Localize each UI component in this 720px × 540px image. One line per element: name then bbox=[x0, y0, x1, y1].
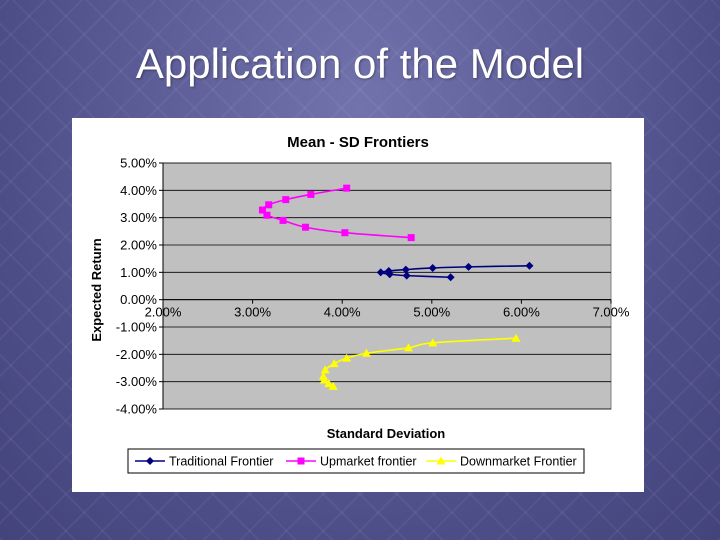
y-axis-title: Expected Return bbox=[89, 238, 104, 341]
legend-label: Traditional Frontier bbox=[169, 455, 273, 469]
data-point bbox=[279, 216, 287, 224]
legend-marker bbox=[146, 457, 154, 465]
legend-label: Downmarket Frontier bbox=[460, 455, 577, 469]
data-point bbox=[384, 266, 393, 275]
y-tick-label: -3.00% bbox=[116, 374, 158, 389]
data-point bbox=[307, 190, 315, 198]
data-point bbox=[428, 338, 438, 347]
chart-title: Mean - SD Frontiers bbox=[287, 134, 429, 151]
data-point bbox=[404, 343, 414, 352]
data-point bbox=[361, 348, 371, 357]
y-tick-label: 0.00% bbox=[120, 292, 157, 307]
y-tick-label: -4.00% bbox=[116, 402, 158, 417]
plot-area bbox=[162, 162, 612, 410]
data-point bbox=[511, 333, 521, 342]
data-point bbox=[282, 196, 290, 204]
data-point bbox=[343, 184, 351, 192]
x-tick-label: 2.00% bbox=[145, 305, 182, 320]
legend-marker bbox=[436, 456, 446, 465]
data-point bbox=[341, 229, 349, 237]
data-point bbox=[401, 265, 410, 274]
data-point bbox=[320, 365, 330, 374]
slide-title: Application of the Model bbox=[135, 40, 585, 87]
data-point bbox=[342, 353, 352, 362]
x-tick-label: 3.00% bbox=[234, 305, 271, 320]
x-tick-label: 7.00% bbox=[593, 305, 630, 320]
y-tick-label: 5.00% bbox=[120, 156, 157, 171]
legend: Traditional Frontier Upmarket frontier Dow… bbox=[127, 448, 585, 474]
data-point bbox=[263, 211, 271, 219]
data-point bbox=[402, 271, 411, 280]
data-point bbox=[428, 263, 437, 272]
legend-marker bbox=[297, 457, 305, 465]
y-tick-label: -1.00% bbox=[116, 320, 158, 335]
chart-frame: Mean - SD Frontiers 5.00% 4.00% 3.00% 2.00%… bbox=[72, 118, 644, 492]
x-tick-label: 5.00% bbox=[413, 305, 450, 320]
legend-label: Upmarket frontier bbox=[320, 455, 417, 469]
data-point bbox=[329, 359, 339, 368]
x-tick-label: 6.00% bbox=[503, 305, 540, 320]
y-tick-label: 1.00% bbox=[120, 265, 157, 280]
x-tick-label: 4.00% bbox=[324, 305, 361, 320]
chart-svg: Mean - SD Frontiers 5.00% 4.00% 3.00% 2.00%… bbox=[89, 134, 630, 474]
data-point bbox=[265, 201, 273, 209]
data-point bbox=[376, 268, 385, 277]
plot-layer: 5.00% 4.00% 3.00% 2.00% 1.00% 0.00% -1.00% -2.0… bbox=[116, 156, 630, 417]
data-point bbox=[258, 206, 266, 214]
data-point bbox=[301, 223, 309, 231]
data-point bbox=[464, 262, 473, 271]
data-point bbox=[446, 273, 455, 282]
data-point bbox=[385, 270, 394, 279]
data-point bbox=[407, 234, 415, 242]
data-point bbox=[318, 371, 328, 380]
y-tick-label: -2.00% bbox=[116, 347, 158, 362]
data-point bbox=[525, 261, 534, 270]
data-point bbox=[319, 375, 329, 384]
y-tick-label: 3.00% bbox=[120, 210, 157, 225]
data-point bbox=[324, 379, 334, 388]
y-tick-label: 2.00% bbox=[120, 238, 157, 253]
data-point bbox=[328, 381, 338, 390]
x-axis-title: Standard Deviation bbox=[327, 426, 446, 441]
legend-box bbox=[127, 448, 585, 474]
y-tick-label: 4.00% bbox=[120, 183, 157, 198]
